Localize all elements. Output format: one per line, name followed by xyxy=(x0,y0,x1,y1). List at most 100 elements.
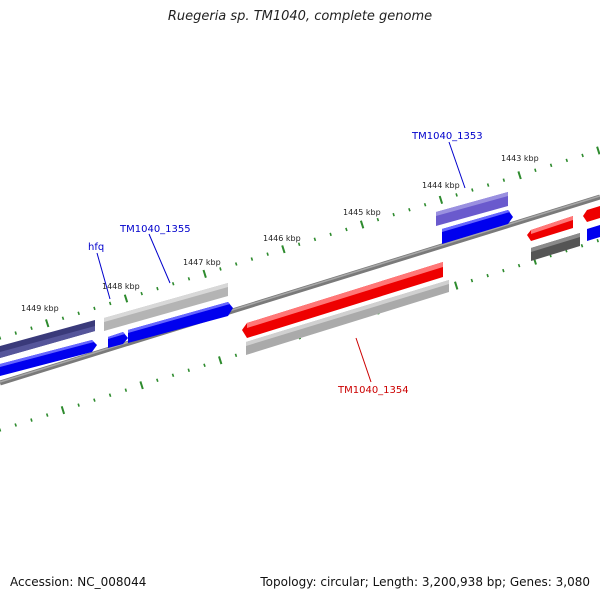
scale-label-1444: 1444 kbp xyxy=(422,181,460,190)
scale-tick-major xyxy=(517,171,522,180)
gene-feature-red-right-highlight xyxy=(531,216,573,234)
scale-tick-minor xyxy=(297,242,301,247)
scale-tick-major xyxy=(60,405,66,415)
map-title: Ruegeria sp. TM1040, complete genome xyxy=(167,9,433,24)
scale-tick-major xyxy=(454,281,459,290)
scale-tick-minor xyxy=(0,428,2,432)
scale-tick-minor xyxy=(423,203,427,207)
gene-label-hfq[interactable]: hfq xyxy=(88,242,104,253)
scale-tick-minor xyxy=(376,217,380,222)
scale-tick-minor xyxy=(580,243,584,248)
scale-tick-minor xyxy=(471,188,474,192)
scale-tick-major xyxy=(218,356,223,365)
scale-tick-minor xyxy=(45,413,49,417)
gene-feature-dark-purple-shade xyxy=(0,326,95,358)
genome-backbone-highlight xyxy=(0,195,600,383)
leader-line-tm1040-1355 xyxy=(148,233,171,284)
scale-tick-minor xyxy=(124,388,128,392)
scale-tick-major xyxy=(139,381,144,390)
gene-feature-blue-edge[interactable] xyxy=(587,225,600,241)
scale-tick-minor xyxy=(470,278,474,283)
gene-feature-blue-1-highlight xyxy=(0,340,94,367)
scale-tick-minor xyxy=(30,418,33,422)
gene-feature-blue-3[interactable] xyxy=(442,210,513,244)
scale-tick-minor xyxy=(234,262,238,266)
gene-feature-dark-grey-right-highlight xyxy=(531,233,580,252)
gene-feature-blue-2[interactable] xyxy=(128,302,233,343)
scale-tick-minor xyxy=(14,331,17,335)
gene-feature-blue-3-highlight xyxy=(442,210,510,232)
scale-tick-minor xyxy=(486,273,489,278)
upper-scale-ticks xyxy=(0,146,600,340)
accession-text: Accession: NC_008044 xyxy=(10,575,147,589)
scale-tick-minor xyxy=(187,368,190,373)
scale-tick-minor xyxy=(108,393,112,397)
scale-tick-minor xyxy=(0,336,2,340)
scale-tick-minor xyxy=(581,153,584,158)
scale-tick-minor xyxy=(266,252,269,256)
scale-tick-minor xyxy=(502,268,505,273)
scale-tick-minor xyxy=(171,373,175,377)
scale-tick-minor xyxy=(187,277,191,281)
scale-label-1446: 1446 kbp xyxy=(263,234,301,243)
scale-tick-minor xyxy=(517,263,521,268)
leader-line-tm1040-1353 xyxy=(448,141,466,189)
scale-tick-major xyxy=(123,294,129,303)
gene-feature-red-edge[interactable] xyxy=(583,206,600,222)
scale-tick-minor xyxy=(455,193,458,197)
scale-tick-minor xyxy=(156,286,159,291)
scale-tick-minor xyxy=(156,378,159,382)
gene-feature-tm1040-1355-highlight xyxy=(104,283,228,322)
scale-tick-major xyxy=(281,245,286,254)
scale-tick-minor xyxy=(502,178,506,182)
scale-tick-minor xyxy=(392,212,395,217)
scale-tick-minor xyxy=(77,403,80,407)
scale-tick-minor xyxy=(565,158,569,163)
gene-label-tm1040-1353[interactable]: TM1040_1353 xyxy=(411,131,483,142)
gene-feature-grey-lower-highlight xyxy=(246,280,449,346)
scale-tick-major xyxy=(45,319,50,328)
scale-tick-minor xyxy=(549,163,553,168)
scale-tick-minor xyxy=(108,301,112,306)
scale-tick-major xyxy=(596,146,600,155)
scale-tick-minor xyxy=(534,168,537,173)
scale-label-1443: 1443 kbp xyxy=(501,154,539,163)
leader-line-tm1040-1354 xyxy=(355,337,372,383)
scale-tick-minor xyxy=(14,423,17,427)
scale-tick-minor xyxy=(408,207,411,212)
leader-line-hfq xyxy=(96,252,111,300)
gene-label-tm1040-1354[interactable]: TM1040_1354 xyxy=(337,385,409,396)
gene-label-tm1040-1355[interactable]: TM1040_1355 xyxy=(119,224,191,235)
scale-tick-minor xyxy=(250,257,254,261)
scale-tick-minor xyxy=(219,267,222,271)
scale-tick-minor xyxy=(61,316,65,321)
scale-tick-minor xyxy=(203,363,206,368)
gene-feature-blue-2-highlight xyxy=(128,302,230,333)
gene-feature-tm1040-1354-highlight xyxy=(247,262,443,328)
topology-text: Topology: circular; Length: 3,200,938 bp… xyxy=(260,575,590,589)
genome-backbone xyxy=(0,194,600,386)
scale-tick-minor xyxy=(234,353,238,358)
scale-tick-major xyxy=(202,269,207,278)
gene-feature-hfq-highlight xyxy=(108,332,125,339)
scale-tick-minor xyxy=(596,238,599,243)
scale-tick-minor xyxy=(77,311,80,316)
scale-tick-minor xyxy=(486,183,490,187)
scale-tick-minor xyxy=(140,291,143,296)
scale-tick-major xyxy=(438,195,444,204)
scale-label-1448: 1448 kbp xyxy=(102,282,140,291)
scale-tick-minor xyxy=(329,232,332,237)
scale-tick-minor xyxy=(313,237,317,242)
scale-tick-minor xyxy=(30,326,33,330)
scale-label-1445: 1445 kbp xyxy=(343,208,381,217)
scale-tick-minor xyxy=(93,306,96,311)
scale-label-1449: 1449 kbp xyxy=(21,304,59,313)
scale-label-1447: 1447 kbp xyxy=(183,258,221,267)
scale-tick-major xyxy=(359,220,365,229)
scale-tick-minor xyxy=(93,398,96,402)
scale-tick-minor xyxy=(171,281,175,286)
scale-tick-minor xyxy=(345,227,348,232)
gene-feature-tm1040-1353-highlight xyxy=(436,192,508,216)
gene-feature-blue-1[interactable] xyxy=(0,340,97,376)
